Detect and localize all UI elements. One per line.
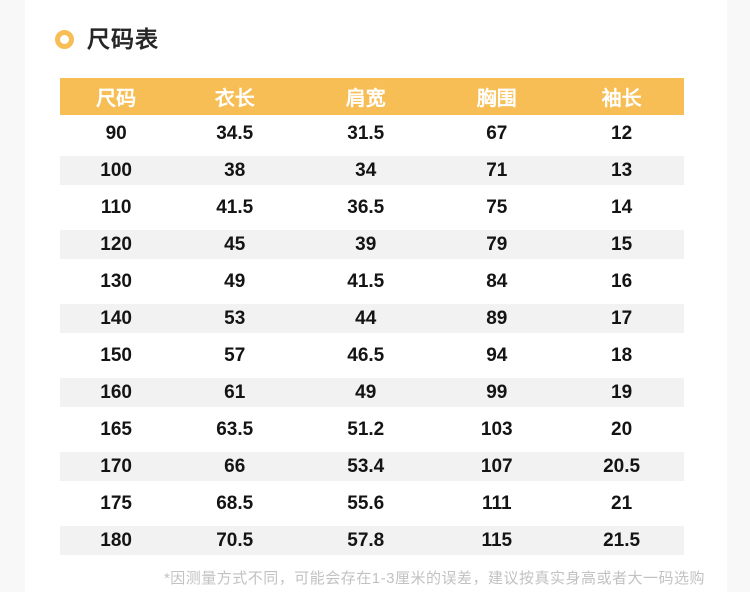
size-table-wrap: 尺码 衣长 肩宽 胸围 袖长 90 34.5 31.5 67 12 100 38 34 71 13 110 4…: [60, 78, 684, 559]
table-cell: 41.5: [347, 270, 385, 292]
table-row: 150 57 46.5 94 18: [60, 337, 684, 374]
header-cell: 尺码: [60, 78, 173, 115]
page-title: 尺码表: [87, 26, 159, 52]
table-cell: 107: [434, 448, 560, 485]
measurement-footnote: *因测量方式不同，可能会存在1-3厘米的误差，建议按真实身高或者大一码选购: [163, 570, 705, 587]
table-cell: 103: [480, 418, 513, 440]
table-row: 140 53 44 89 17: [60, 300, 684, 337]
table-cell: 66: [172, 448, 298, 485]
table-cell: 39: [297, 226, 435, 263]
table-row: 120 45 39 79 15: [60, 226, 684, 263]
table-row: 160 61 49 99 19: [60, 374, 684, 411]
table-cell: 44: [297, 300, 435, 337]
table-row: 175 68.5 55.6 111 21: [60, 485, 684, 522]
table-cell: 94: [486, 344, 508, 366]
table-cell: 160: [60, 374, 173, 411]
table-cell: 84: [486, 270, 508, 292]
table-cell: 45: [172, 226, 298, 263]
table-cell: 175: [100, 492, 132, 514]
table-cell: 18: [611, 344, 633, 366]
table-cell: 180: [60, 522, 173, 559]
table-cell: 75: [486, 196, 508, 218]
table-cell: 16: [611, 270, 633, 292]
table-cell: 20.5: [559, 448, 684, 485]
table-cell: 41.5: [216, 196, 254, 218]
table-cell: 71: [434, 152, 560, 189]
section-title-row: 尺码表: [25, 0, 727, 53]
table-cell: 67: [486, 122, 508, 144]
table-cell: 36.5: [347, 196, 385, 218]
table-cell: 63.5: [216, 418, 254, 440]
size-table: 尺码 衣长 肩宽 胸围 袖长 90 34.5 31.5 67 12 100 38 34 71 13 110 4…: [60, 78, 684, 559]
size-table-body: 90 34.5 31.5 67 12 100 38 34 71 13 110 41.5 36.5 75 14…: [60, 115, 684, 559]
table-cell: 20: [611, 418, 633, 440]
table-cell: 53: [172, 300, 298, 337]
header-cell: 袖长: [559, 78, 684, 115]
table-row: 165 63.5 51.2 103 20: [60, 411, 684, 448]
table-row: 130 49 41.5 84 16: [60, 263, 684, 300]
table-cell: 130: [100, 270, 132, 292]
table-cell: 14: [611, 196, 633, 218]
table-cell: 110: [100, 196, 132, 218]
header-cell: 肩宽: [297, 78, 435, 115]
table-cell: 49: [224, 270, 246, 292]
table-cell: 150: [100, 344, 132, 366]
table-row: 170 66 53.4 107 20.5: [60, 448, 684, 485]
size-chart-section: 尺码表 尺码 衣长 肩宽 胸围 袖长 90 34.5 31.5 67 12 100 38 34 71 13…: [25, 0, 727, 592]
table-cell: 21: [611, 492, 633, 514]
table-cell: 79: [434, 226, 560, 263]
size-table-header-row: 尺码 衣长 肩宽 胸围 袖长: [60, 78, 684, 115]
table-cell: 15: [559, 226, 684, 263]
table-cell: 51.2: [347, 418, 385, 440]
table-cell: 170: [60, 448, 173, 485]
header-cell: 衣长: [172, 78, 298, 115]
table-row: 90 34.5 31.5 67 12: [60, 115, 684, 152]
table-cell: 99: [434, 374, 560, 411]
table-cell: 21.5: [559, 522, 684, 559]
table-cell: 53.4: [297, 448, 435, 485]
table-cell: 90: [105, 122, 127, 144]
table-row: 110 41.5 36.5 75 14: [60, 189, 684, 226]
table-cell: 19: [559, 374, 684, 411]
table-row: 100 38 34 71 13: [60, 152, 684, 189]
table-cell: 68.5: [216, 492, 254, 514]
table-cell: 55.6: [347, 492, 385, 514]
table-cell: 12: [611, 122, 633, 144]
table-cell: 165: [100, 418, 132, 440]
table-cell: 100: [60, 152, 173, 189]
table-cell: 17: [559, 300, 684, 337]
table-cell: 111: [481, 492, 512, 514]
table-cell: 38: [172, 152, 298, 189]
table-cell: 61: [172, 374, 298, 411]
table-cell: 49: [297, 374, 435, 411]
table-cell: 13: [559, 152, 684, 189]
table-cell: 57.8: [297, 522, 435, 559]
header-cell: 胸围: [434, 78, 560, 115]
table-cell: 31.5: [347, 122, 385, 144]
table-cell: 140: [60, 300, 173, 337]
table-cell: 46.5: [347, 344, 385, 366]
ring-bullet-icon: [55, 30, 74, 49]
table-cell: 34: [297, 152, 435, 189]
table-cell: 89: [434, 300, 560, 337]
table-cell: 120: [60, 226, 173, 263]
table-row: 180 70.5 57.8 115 21.5: [60, 522, 684, 559]
table-cell: 115: [434, 522, 560, 559]
table-cell: 57: [224, 344, 246, 366]
table-cell: 70.5: [172, 522, 298, 559]
table-cell: 34.5: [216, 122, 254, 144]
